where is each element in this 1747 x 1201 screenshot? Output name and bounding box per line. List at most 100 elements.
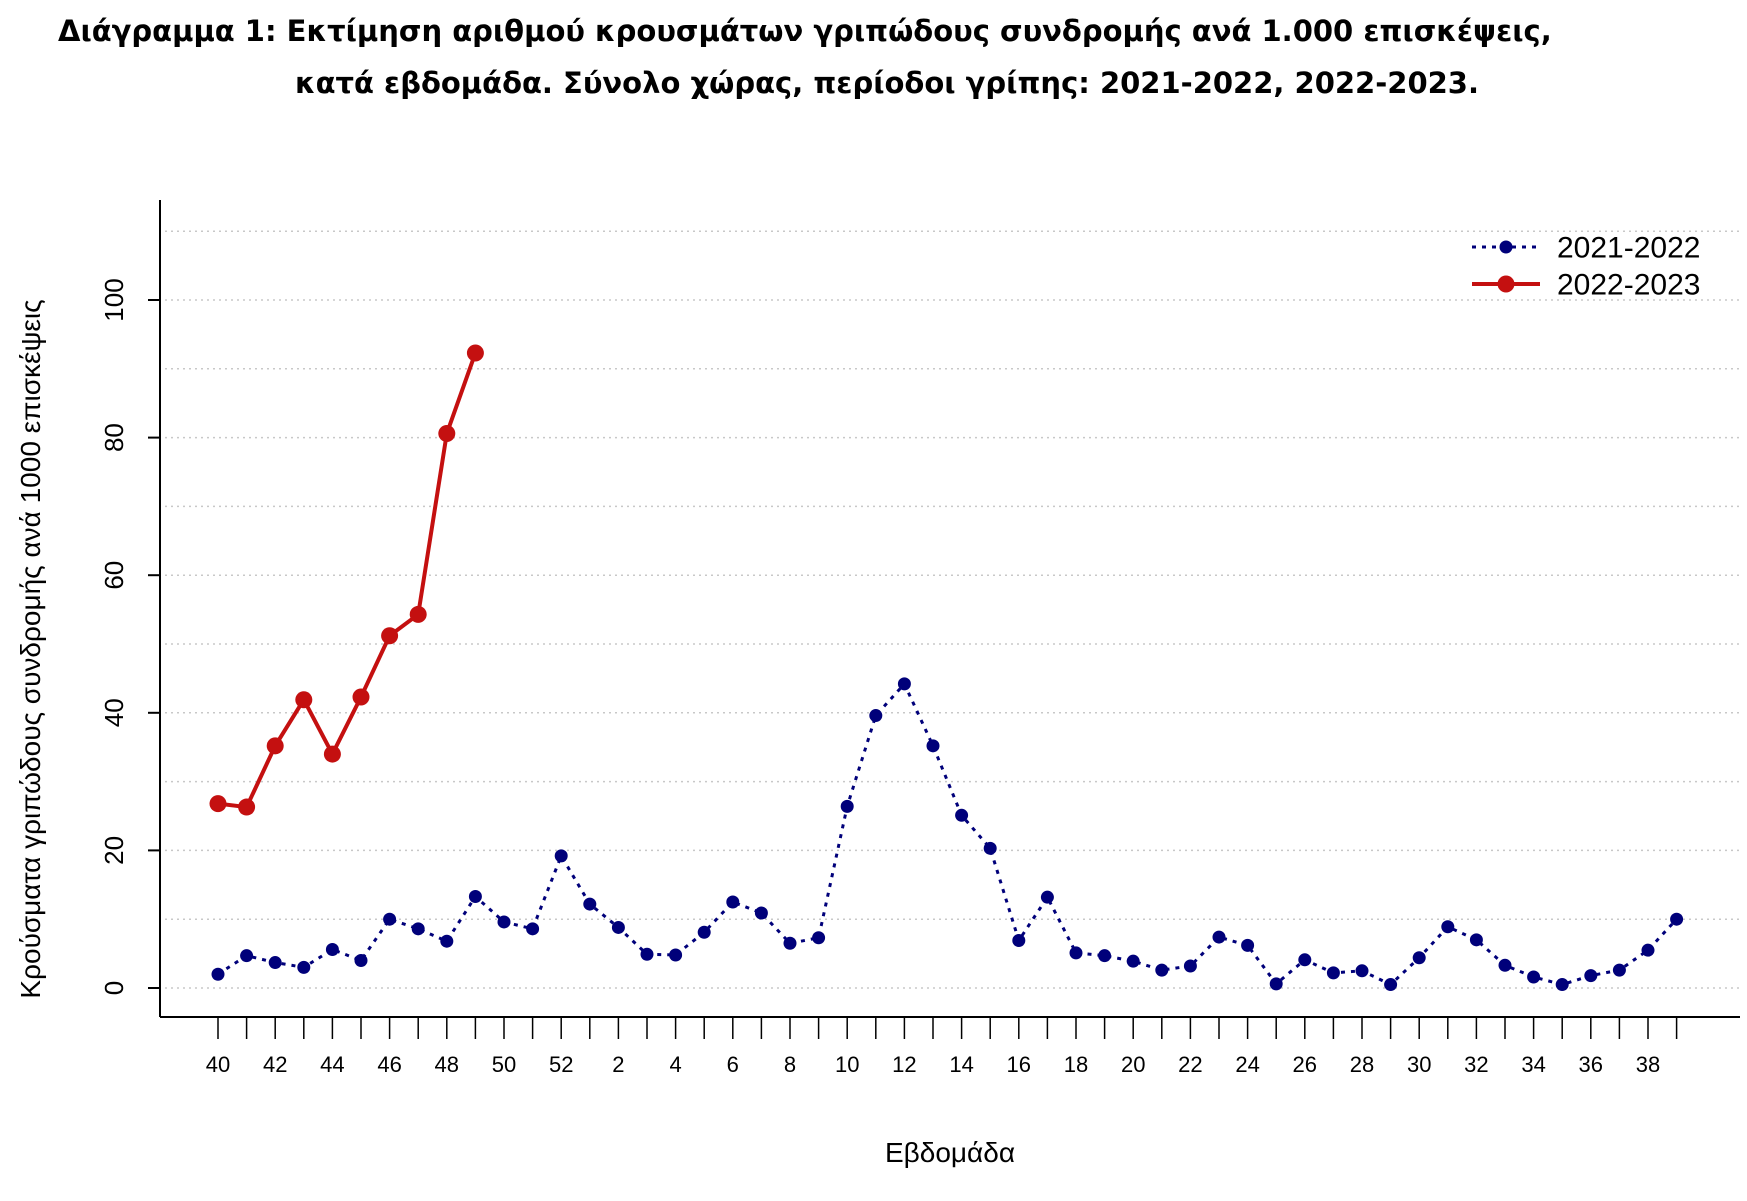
x-tick-label: 38 (1636, 1052, 1660, 1077)
y-axis-title: Κρούσματα γριπώδους συνδρομής ανά 1000 ε… (15, 299, 46, 998)
y-tick-label: 100 (99, 278, 129, 321)
data-point (1441, 920, 1455, 934)
x-tick-label: 34 (1521, 1052, 1545, 1077)
legend-label: 2022-2023 (1557, 269, 1700, 302)
legend-marker (1497, 275, 1515, 293)
data-point (268, 956, 282, 970)
x-tick-label: 22 (1178, 1052, 1202, 1077)
y-tick-label: 80 (99, 423, 129, 452)
data-point (1555, 978, 1569, 992)
grid-lines (165, 230, 1740, 989)
y-axis-ticks: 0 20 40 60 80 100 (99, 278, 160, 995)
data-point (354, 953, 368, 967)
chart-title-line-2: κατά εβδομάδα. Σύνολο χώρας, περίοδοι γρ… (295, 66, 1480, 100)
data-point (1126, 954, 1140, 968)
data-point (983, 841, 997, 855)
x-tick-label: 36 (1579, 1052, 1603, 1077)
data-point (726, 895, 740, 909)
data-point (1498, 958, 1512, 972)
data-point (409, 605, 427, 623)
data-point (381, 627, 399, 645)
legend-label: 2021-2022 (1557, 232, 1700, 265)
data-point (1269, 977, 1283, 991)
x-tick-label: 40 (206, 1052, 230, 1077)
data-point (411, 922, 425, 936)
data-point (1412, 951, 1426, 965)
x-tick-label: 30 (1407, 1052, 1431, 1077)
data-point (468, 889, 482, 903)
data-point (1670, 912, 1684, 926)
data-point (1098, 949, 1112, 963)
x-tick-label: 16 (1007, 1052, 1031, 1077)
x-tick-label: 20 (1121, 1052, 1145, 1077)
series-group (209, 344, 1684, 992)
x-tick-label: 44 (320, 1052, 344, 1077)
data-point (669, 948, 683, 962)
chart-title-line-1: Διάγραμμα 1: Εκτίμηση αριθμού κρουσμάτων… (58, 14, 1552, 48)
x-axis-title: Εβδομάδα (885, 1137, 1015, 1168)
data-point (1069, 946, 1083, 960)
data-point (611, 920, 625, 934)
data-point (238, 798, 256, 816)
data-point (926, 739, 940, 753)
data-point (869, 709, 883, 723)
y-tick-label: 0 (99, 981, 129, 995)
x-tick-label: 32 (1464, 1052, 1488, 1077)
y-tick-label: 60 (99, 561, 129, 590)
data-point (840, 799, 854, 813)
data-point (1183, 959, 1197, 973)
x-tick-label: 46 (377, 1052, 401, 1077)
x-tick-label: 18 (1064, 1052, 1088, 1077)
data-point (295, 691, 313, 709)
x-tick-label: 10 (835, 1052, 859, 1077)
y-tick-label: 20 (99, 836, 129, 865)
data-point (897, 677, 911, 691)
data-point (1355, 964, 1369, 978)
x-tick-label: 14 (949, 1052, 973, 1077)
x-tick-label: 52 (549, 1052, 573, 1077)
data-point (1612, 963, 1626, 977)
data-point (955, 808, 969, 822)
x-tick-label: 28 (1350, 1052, 1374, 1077)
series-2022-2023 (209, 344, 484, 816)
data-point (1641, 943, 1655, 957)
x-tick-label: 50 (492, 1052, 516, 1077)
data-point (1469, 933, 1483, 947)
axes (159, 200, 1740, 1018)
data-point (640, 947, 654, 961)
data-point (1212, 930, 1226, 944)
x-tick-label: 26 (1293, 1052, 1317, 1077)
data-point (325, 942, 339, 956)
x-tick-label: 48 (435, 1052, 459, 1077)
data-point (497, 915, 511, 929)
data-point (526, 922, 540, 936)
data-point (323, 745, 341, 763)
data-point (1326, 966, 1340, 980)
x-tick-label: 4 (669, 1052, 681, 1077)
data-point (438, 424, 456, 442)
data-point (1241, 938, 1255, 952)
series-line (217, 352, 478, 810)
x-tick-label: 24 (1235, 1052, 1259, 1077)
data-point (754, 906, 768, 920)
data-point (466, 344, 484, 362)
data-point (1298, 953, 1312, 967)
y-tick-label: 40 (99, 698, 129, 727)
data-point (812, 931, 826, 945)
data-point (1012, 934, 1026, 948)
legend-marker (1499, 240, 1513, 254)
data-point (352, 688, 370, 706)
x-tick-label: 42 (263, 1052, 287, 1077)
x-tick-label: 12 (892, 1052, 916, 1077)
data-point (440, 934, 454, 948)
data-point (1527, 970, 1541, 984)
data-point (383, 912, 397, 926)
x-axis-ticks: 40 42 44 46 48 50 52 2 4 6 8 10 12 14 16 18 20 22 24 26 28 30… (206, 1017, 1678, 1077)
data-point (1155, 963, 1169, 977)
data-point (211, 967, 225, 981)
data-point (583, 897, 597, 911)
x-tick-label: 6 (727, 1052, 739, 1077)
data-point (240, 949, 254, 963)
x-tick-label: 8 (784, 1052, 796, 1077)
